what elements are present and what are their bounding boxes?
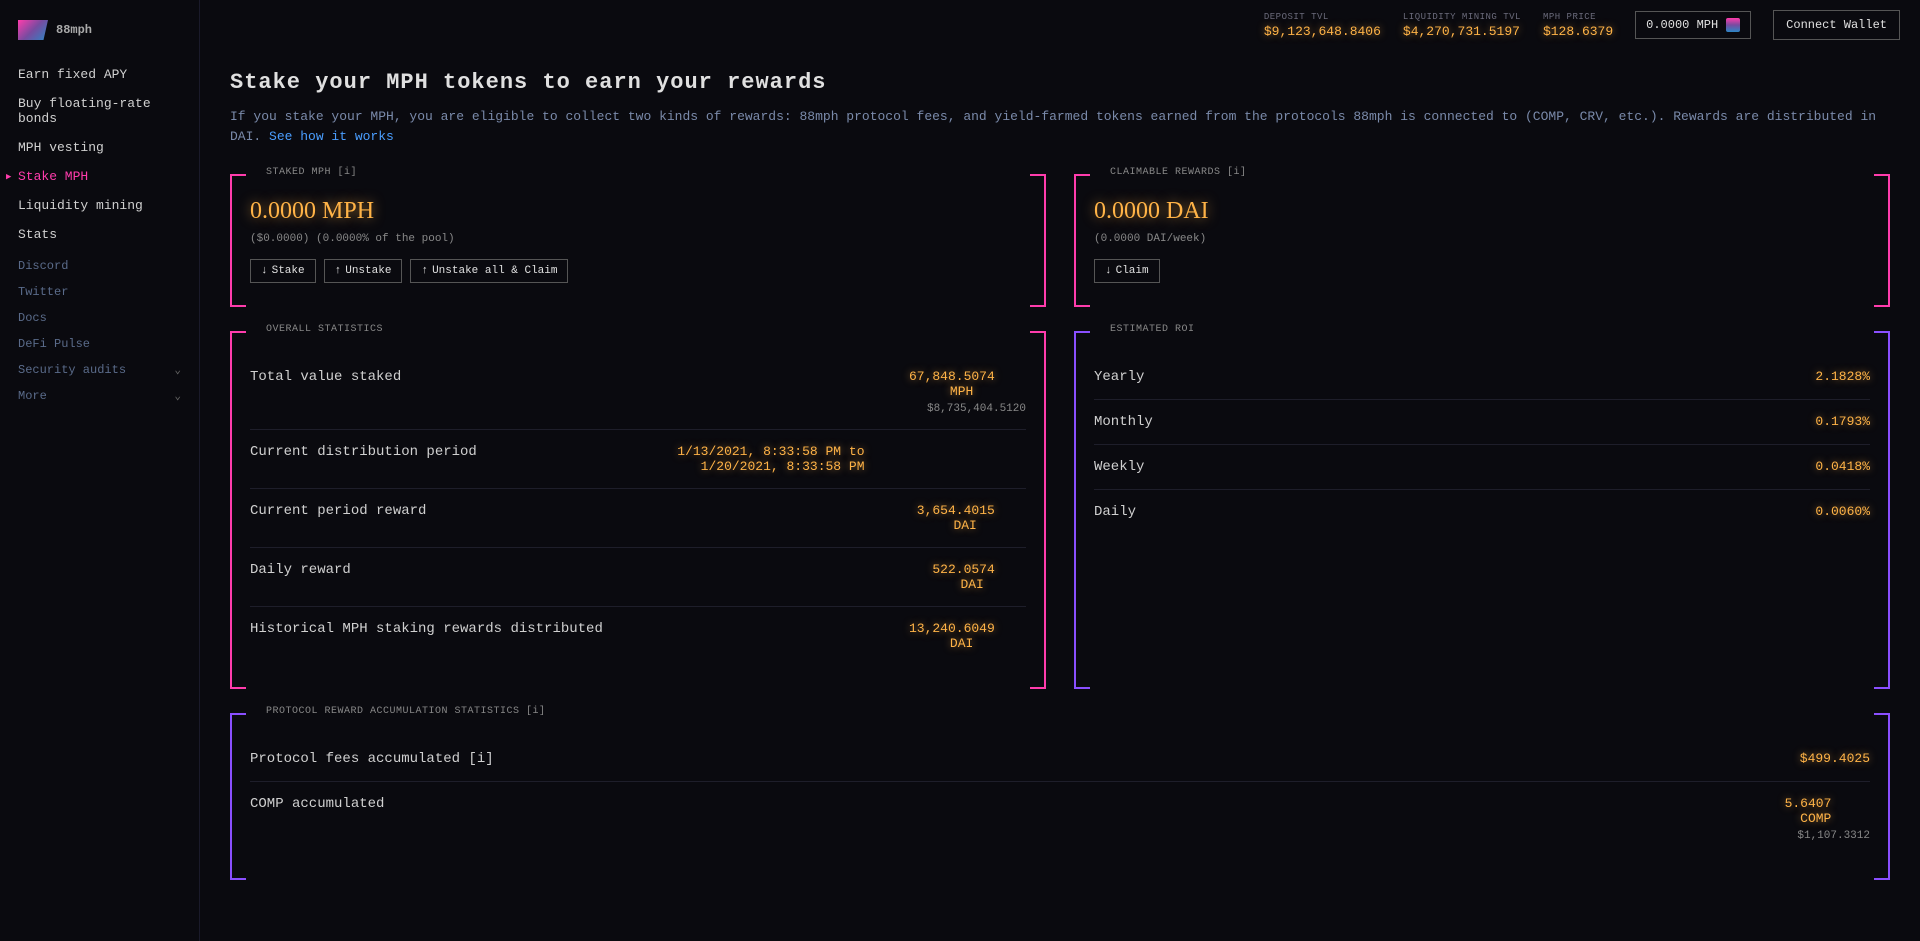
roi-stat-label: Weekly (1094, 459, 1144, 475)
overall-stat-row: Historical MPH staking rewards distribut… (250, 607, 1026, 665)
protocol-stats-label: PROTOCOL REWARD ACCUMULATION STATISTICS … (258, 706, 554, 717)
sidebar: 88mph Earn fixed APYBuy floating-rate bo… (0, 0, 200, 941)
logo[interactable]: 88mph (0, 12, 199, 60)
connect-wallet-button[interactable]: Connect Wallet (1773, 10, 1900, 40)
nav-item-stats[interactable]: Stats (0, 220, 199, 249)
roi-label: ESTIMATED ROI (1102, 324, 1203, 335)
overall-stat-row: Total value staked67,848.5074 MPH$8,735,… (250, 355, 1026, 430)
overall-stats-label: OVERALL STATISTICS (258, 324, 391, 335)
nav-item-liquidity-mining[interactable]: Liquidity mining (0, 191, 199, 220)
wallet-balance-box[interactable]: 0.0000 MPH (1635, 11, 1751, 39)
main-content: DEPOSIT TVL$9,123,648.8406 LIQUIDITY MINI… (200, 0, 1920, 941)
nav-item-mph-vesting[interactable]: MPH vesting (0, 133, 199, 162)
overall-stat-label: Current distribution period (250, 444, 477, 460)
overall-stat-label: Total value staked (250, 369, 401, 385)
claimable-card-label: CLAIMABLE REWARDS [i] (1102, 167, 1255, 178)
roi-card: ESTIMATED ROI Yearly2.1828%Monthly0.1793… (1074, 331, 1890, 685)
overall-stat-value: 1/13/2021, 8:33:58 PM to 1/20/2021, 8:33… (667, 444, 864, 474)
roi-stat-row: Yearly 2.1828% (1094, 355, 1870, 400)
nav-link-defi-pulse[interactable]: DeFi Pulse (0, 331, 199, 357)
protocol-stat-value: 5.6407 COMP (1784, 796, 1831, 826)
staked-card: STAKED MPH [i] 0.0000 MPH ($0.0000) (0.0… (230, 174, 1046, 303)
roi-stat-value: 2.1828% (1815, 369, 1845, 384)
chevron-down-icon: ⌄ (174, 363, 181, 377)
roi-stat-label: Monthly (1094, 414, 1153, 430)
overall-stat-value: 522.0574 DAI (932, 562, 983, 592)
wallet-icon (1726, 18, 1740, 32)
overall-stat-value: 67,848.5074 MPH (909, 369, 973, 399)
logo-icon (18, 20, 48, 40)
metric-mph-price: MPH PRICE$128.6379 (1543, 12, 1613, 39)
nav-link-discord[interactable]: Discord (0, 253, 199, 279)
staked-sub: ($0.0000) (0.0000% of the pool) (250, 233, 1026, 245)
roi-stat-row: Weekly 0.0418% (1094, 445, 1870, 490)
nav-link-more[interactable]: More⌄ (0, 383, 199, 409)
protocol-stat-row: COMP accumulated5.6407 COMP$1,107.3312 (250, 782, 1870, 856)
wallet-balance: 0.0000 MPH (1646, 18, 1718, 32)
staked-card-label: STAKED MPH [i] (258, 167, 365, 178)
unstake-button[interactable]: ↑Unstake (324, 259, 403, 283)
roi-stat-value: 0.0060% (1815, 504, 1845, 519)
protocol-stat-label: Protocol fees accumulated [i] (250, 751, 494, 767)
roi-stat-row: Monthly 0.1793% (1094, 400, 1870, 445)
overall-stat-value: 13,240.6049 DAI (909, 621, 973, 651)
nav-link-security-audits[interactable]: Security audits⌄ (0, 357, 199, 383)
nav-item-buy-floating-rate-bonds[interactable]: Buy floating-rate bonds (0, 89, 199, 133)
roi-stat-value: 0.0418% (1815, 459, 1845, 474)
down-arrow-icon: ↓ (1105, 265, 1112, 277)
claimable-sub: (0.0000 DAI/week) (1094, 233, 1870, 245)
roi-stat-value: 0.1793% (1815, 414, 1845, 429)
protocol-stat-label: COMP accumulated (250, 796, 384, 812)
roi-stat-row: Daily 0.0060% (1094, 490, 1870, 534)
nav-link-twitter[interactable]: Twitter (0, 279, 199, 305)
overall-stat-row: Daily reward 522.0574 DAI (250, 548, 1026, 607)
nav-item-stake-mph[interactable]: Stake MPH (0, 162, 199, 191)
overall-stat-label: Current period reward (250, 503, 426, 519)
overall-stat-row: Current period reward 3,654.4015 DAI (250, 489, 1026, 548)
claimable-card: CLAIMABLE REWARDS [i] 0.0000 DAI (0.0000… (1074, 174, 1890, 303)
roi-stat-label: Daily (1094, 504, 1136, 520)
unstake-all-button[interactable]: ↑Unstake all & Claim (410, 259, 568, 283)
roi-stat-label: Yearly (1094, 369, 1144, 385)
protocol-stat-row: Protocol fees accumulated [i] $499.4025 (250, 737, 1870, 782)
claim-button[interactable]: ↓Claim (1094, 259, 1160, 283)
page-description: If you stake your MPH, you are eligible … (230, 107, 1890, 146)
staked-value: 0.0000 MPH (250, 198, 1026, 225)
page-title: Stake your MPH tokens to earn your rewar… (230, 70, 1890, 95)
claimable-value: 0.0000 DAI (1094, 198, 1870, 225)
metric-deposit-tvl: DEPOSIT TVL$9,123,648.8406 (1264, 12, 1381, 39)
overall-stat-label: Historical MPH staking rewards distribut… (250, 621, 603, 637)
overall-stat-value: 3,654.4015 DAI (917, 503, 977, 533)
up-arrow-icon: ↑ (335, 265, 342, 277)
protocol-stat-value: $499.4025 (1800, 751, 1839, 766)
overall-stat-label: Daily reward (250, 562, 351, 578)
metric-liquidity-mining-tvl: LIQUIDITY MINING TVL$4,270,731.5197 (1403, 12, 1521, 39)
chevron-down-icon: ⌄ (174, 389, 181, 403)
nav-link-docs[interactable]: Docs (0, 305, 199, 331)
overall-stats-card: OVERALL STATISTICS Total value staked67,… (230, 331, 1046, 685)
logo-text: 88mph (56, 23, 92, 37)
overall-stat-row: Current distribution period 1/13/2021, 8:… (250, 430, 1026, 489)
see-how-link[interactable]: See how it works (269, 129, 394, 144)
nav-item-earn-fixed-apy[interactable]: Earn fixed APY (0, 60, 199, 89)
down-arrow-icon: ↓ (261, 265, 268, 277)
protocol-stats-card: PROTOCOL REWARD ACCUMULATION STATISTICS … (230, 713, 1890, 876)
topbar: DEPOSIT TVL$9,123,648.8406 LIQUIDITY MINI… (200, 0, 1920, 50)
up-arrow-icon: ↑ (421, 265, 428, 277)
stake-button[interactable]: ↓Stake (250, 259, 316, 283)
